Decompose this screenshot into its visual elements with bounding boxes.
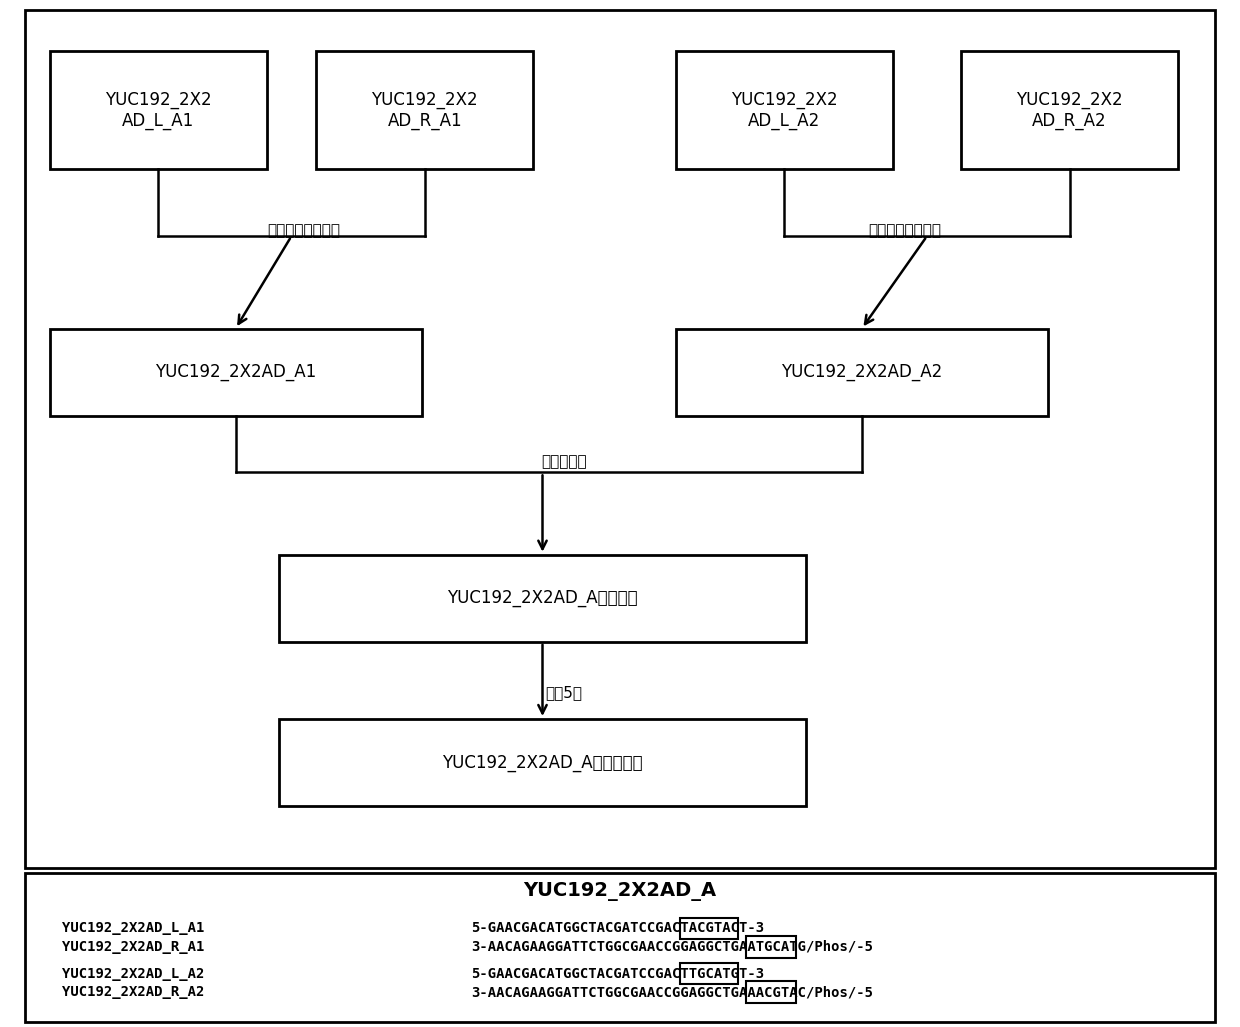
Bar <box>680 963 738 984</box>
Text: YUC192_2X2
AD_R_A1: YUC192_2X2 AD_R_A1 <box>372 90 477 130</box>
Bar <box>680 918 738 939</box>
Text: YUC192_2X2AD_L_A1: YUC192_2X2AD_L_A1 <box>62 921 205 936</box>
Bar <box>50 51 267 169</box>
Bar <box>746 982 796 1002</box>
Text: YUC192_2X2AD_A（工作液）: YUC192_2X2AD_A（工作液） <box>443 754 642 771</box>
Text: 5-GAACGACATGGCTACGATCCGACTTGCATGT-3: 5-GAACGACATGGCTACGATCCGACTTGCATGT-3 <box>471 966 764 981</box>
Text: YUC192_2X2AD_A1: YUC192_2X2AD_A1 <box>155 364 316 381</box>
Text: 3-AACAGAAGGATTCTGGCGAACCGGAGGCTGAATGCATG/Phos/-5: 3-AACAGAAGGATTCTGGCGAACCGGAGGCTGAATGCATG… <box>471 940 873 954</box>
Text: YUC192_2X2
AD_L_A1: YUC192_2X2 AD_L_A1 <box>105 90 211 130</box>
Text: YUC192_2X2AD_A2: YUC192_2X2AD_A2 <box>781 364 942 381</box>
Text: 等体积混合，退火: 等体积混合，退火 <box>268 224 340 238</box>
Bar <box>50 329 422 416</box>
Bar <box>316 51 533 169</box>
Text: YUC192_2X2AD_A（母液）: YUC192_2X2AD_A（母液） <box>448 589 637 607</box>
Bar <box>279 555 806 642</box>
Bar <box>25 873 1215 1022</box>
Text: YUC192_2X2AD_R_A2: YUC192_2X2AD_R_A2 <box>62 985 205 999</box>
Text: YUC192_2X2AD_R_A1: YUC192_2X2AD_R_A1 <box>62 940 205 954</box>
Bar <box>25 10 1215 868</box>
Bar <box>961 51 1178 169</box>
Text: YUC192_2X2
AD_L_A2: YUC192_2X2 AD_L_A2 <box>732 90 837 130</box>
Text: YUC192_2X2
AD_R_A2: YUC192_2X2 AD_R_A2 <box>1017 90 1122 130</box>
Bar <box>279 719 806 806</box>
Text: 等体积混合，退火: 等体积混合，退火 <box>869 224 941 238</box>
Bar <box>676 51 893 169</box>
Text: 5-GAACGACATGGCTACGATCCGACTACGTACT-3: 5-GAACGACATGGCTACGATCCGACTACGTACT-3 <box>471 921 764 936</box>
Text: 等体积混合: 等体积混合 <box>542 455 587 469</box>
Text: YUC192_2X2AD_L_A2: YUC192_2X2AD_L_A2 <box>62 966 205 981</box>
Bar <box>676 329 1048 416</box>
Bar <box>746 937 796 957</box>
Text: 稽释5倍: 稽释5倍 <box>546 685 583 699</box>
Text: 3-AACAGAAGGATTCTGGCGAACCGGAGGCTGAAACGTAC/Phos/-5: 3-AACAGAAGGATTCTGGCGAACCGGAGGCTGAAACGTAC… <box>471 985 873 999</box>
Text: YUC192_2X2AD_A: YUC192_2X2AD_A <box>523 882 717 901</box>
